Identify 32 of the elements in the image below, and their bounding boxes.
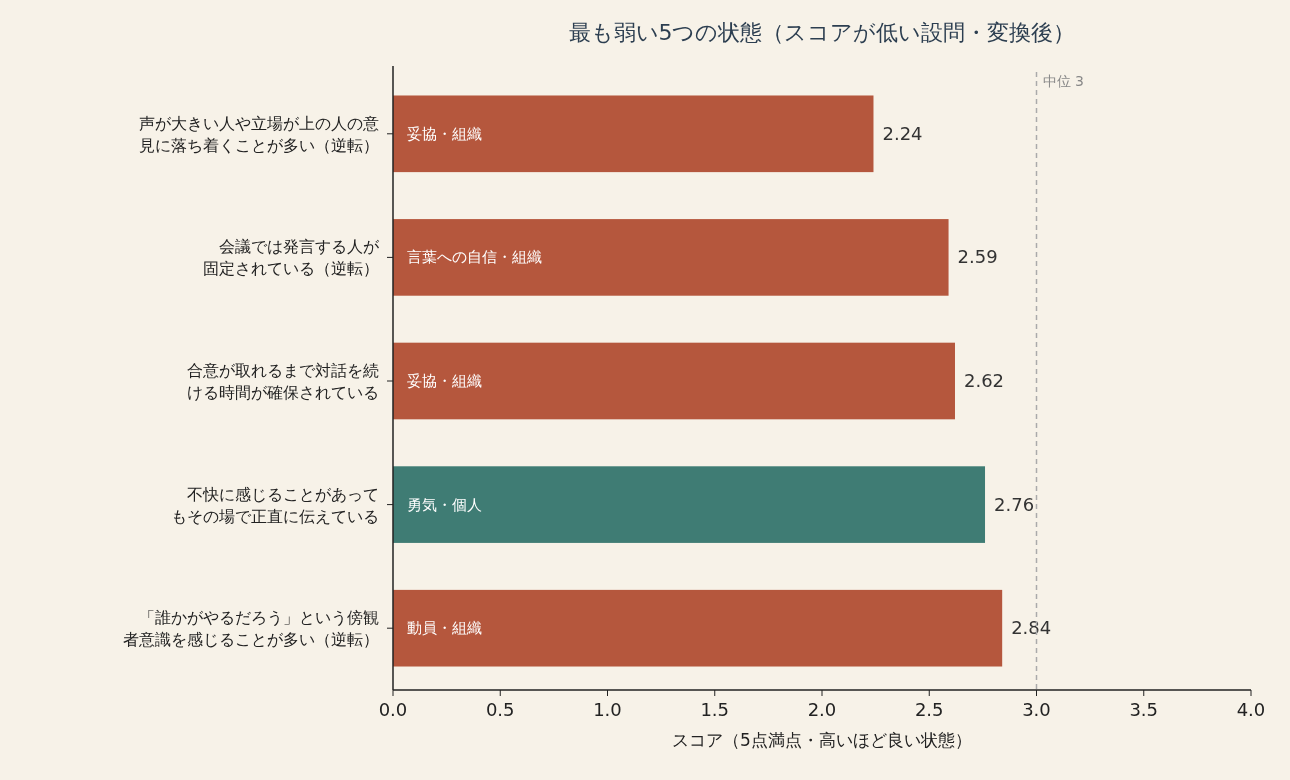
- annotation: 勇気・個人: [407, 495, 482, 514]
- x-tick-label: 3.5: [1129, 699, 1159, 720]
- bar: [393, 342, 955, 420]
- data-label: 2.59: [957, 246, 998, 268]
- annotation: 妥協・組織: [407, 372, 482, 390]
- y-tick-label: 不快に感じることがあってもその場で正直に伝えている: [171, 484, 379, 526]
- x-tick-label: 1.5: [700, 699, 730, 720]
- bar: [393, 466, 986, 543]
- x-tick-label: 3.0: [1022, 699, 1051, 720]
- x-tick-label: 2.5: [914, 699, 944, 720]
- annotation: 妥協・組織: [407, 124, 482, 143]
- x-tick-label: 4.0: [1236, 699, 1266, 720]
- bar: [393, 95, 874, 173]
- y-tick-label: 合意が取れるまで対話を続ける時間が確保されている: [187, 361, 379, 402]
- annotation: 動員・組織: [407, 619, 482, 638]
- x-tick-label: 1.0: [593, 699, 622, 720]
- x-axis-title: スコア（5点満点・高いほど良い状態）: [672, 730, 972, 750]
- bar: [393, 219, 949, 296]
- annotation: 言葉への自信・組織: [407, 248, 542, 267]
- x-tick-label: 2.0: [807, 699, 837, 720]
- y-tick-label: 「誰かがやるだろう」という傍観者意識を感じることが多い（逆転）: [123, 608, 379, 650]
- x-tick-label: 0.5: [485, 699, 515, 720]
- data-label: 2.62: [963, 370, 1005, 391]
- x-tick-label: 0.0: [378, 699, 408, 720]
- data-label: 2.76: [994, 493, 1035, 515]
- chart-title: 最も弱い5つの状態（スコアが低い設問・変換後）: [568, 20, 1076, 45]
- data-label: 2.24: [882, 122, 923, 144]
- ref-line-label: 中位 3: [1042, 73, 1084, 89]
- data-label: 2.84: [1011, 617, 1052, 639]
- y-tick-label: 会議では発言する人が固定されている（逆転）: [203, 237, 380, 279]
- bar: [393, 589, 1003, 667]
- y-tick-label: 声が大きい人や立場が上の人の意見に落ち着くことが多い（逆転）: [139, 113, 379, 155]
